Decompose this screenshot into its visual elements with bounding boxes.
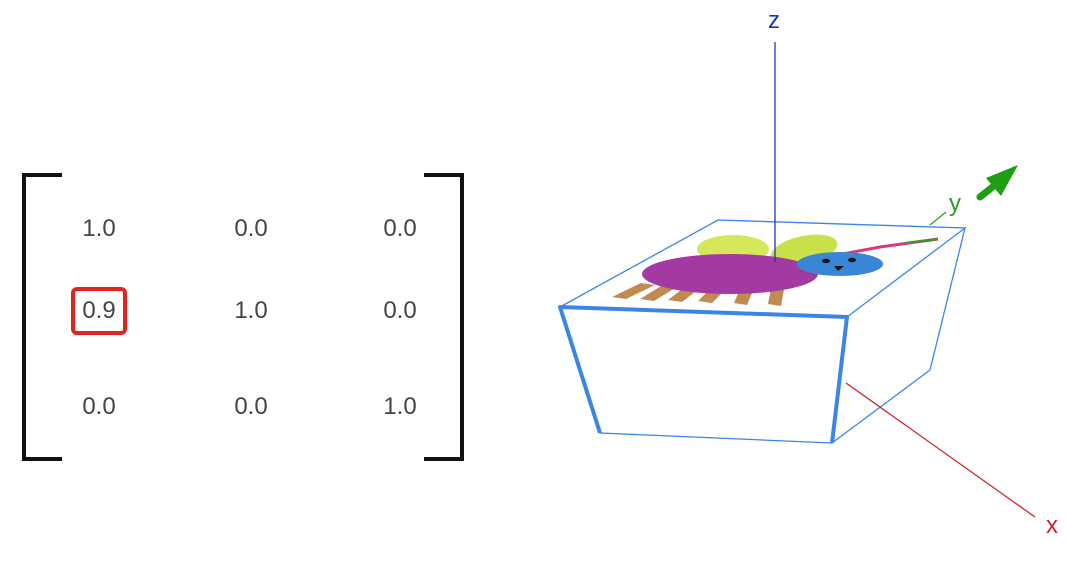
matrix-cell-r1-c2: 0.0 <box>234 215 268 242</box>
box-back-edges <box>559 219 967 444</box>
y-axis-label: y <box>949 190 961 217</box>
z-axis-label: z <box>768 7 780 34</box>
bug-body <box>642 254 818 294</box>
matrix-cell-r2-c3: 0.0 <box>383 297 417 324</box>
matrix-cell-r2-c1-highlighted: 0.9 <box>49 287 149 335</box>
highlighted-value: 0.9 <box>71 287 127 335</box>
x-axis-label: x <box>1046 512 1058 539</box>
matrix-cell-r2-c2: 1.0 <box>234 297 268 324</box>
matrix-cell-r3-c1: 0.0 <box>82 393 116 420</box>
y-axis-arrow-head <box>986 165 1018 196</box>
matrix-cell-r3-c3: 1.0 <box>383 393 417 420</box>
transformation-matrix: 1.0 0.0 0.0 0.9 1.0 0.0 0.0 0.0 1.0 <box>0 0 500 573</box>
x-axis: x <box>845 382 1058 539</box>
bug-head <box>797 252 883 276</box>
bug-antenna-tip <box>904 238 939 244</box>
box-front-face <box>558 305 849 444</box>
bug-eye-right <box>848 257 856 263</box>
z-axis: z <box>768 7 780 262</box>
bug-eye-left <box>822 258 830 264</box>
bug-nose <box>834 266 844 271</box>
y-axis: y <box>929 165 1018 226</box>
matrix-cell-r1-c3: 0.0 <box>383 215 417 242</box>
bug-creature <box>612 234 939 306</box>
matrix-left-bracket <box>22 173 62 461</box>
matrix-right-bracket <box>424 173 464 461</box>
matrix-cell-r3-c2: 0.0 <box>234 393 268 420</box>
matrix-cell-r1-c1: 1.0 <box>82 215 116 242</box>
